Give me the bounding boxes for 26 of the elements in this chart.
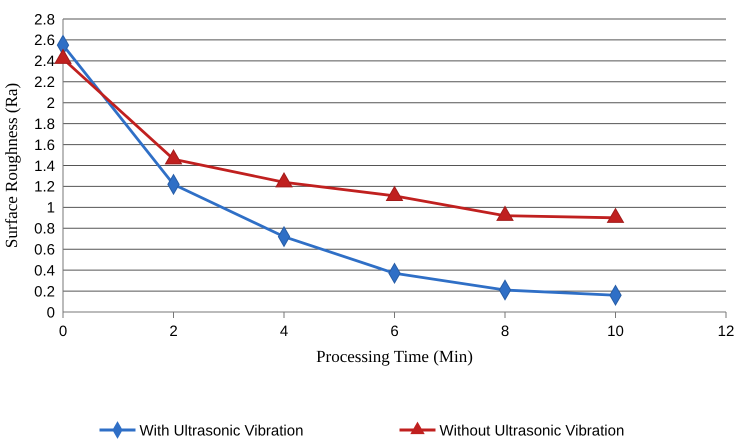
x-tick-label: 10 [607,323,624,340]
y-tick-label: 1.4 [34,158,55,175]
y-tick-label: 0.6 [34,241,55,258]
x-tick-label: 6 [390,323,399,340]
y-tick-label: 1.8 [34,116,55,133]
y-axis-title: Surface Roughness (Ra) [2,82,21,248]
y-tick-label: 0.8 [34,220,55,238]
y-tick-label: 2.6 [34,32,55,50]
y-tick-label: 2.2 [34,74,55,92]
y-tick-label: 2.4 [34,53,55,70]
x-tick-label: 12 [718,323,734,340]
y-tick-label: 1 [46,200,55,217]
y-tick-label: 1.2 [34,178,55,196]
y-tick-label: 1.6 [34,136,55,154]
x-tick-label: 8 [500,323,510,340]
y-tick-label: 0.2 [34,283,55,300]
x-axis-title: Processing Time (Min) [316,347,473,366]
y-tick-label: 2.8 [34,11,55,28]
x-tick-label: 0 [58,323,68,340]
y-tick-label: 0.4 [34,262,55,280]
legend-label: Without Ultrasonic Vibration [440,422,624,440]
x-tick-label: 2 [169,323,178,340]
legend-label: With Ultrasonic Vibration [140,422,304,440]
y-tick-label: 2 [46,94,55,112]
y-tick-label: 0 [46,304,55,322]
x-tick-label: 4 [280,323,288,340]
